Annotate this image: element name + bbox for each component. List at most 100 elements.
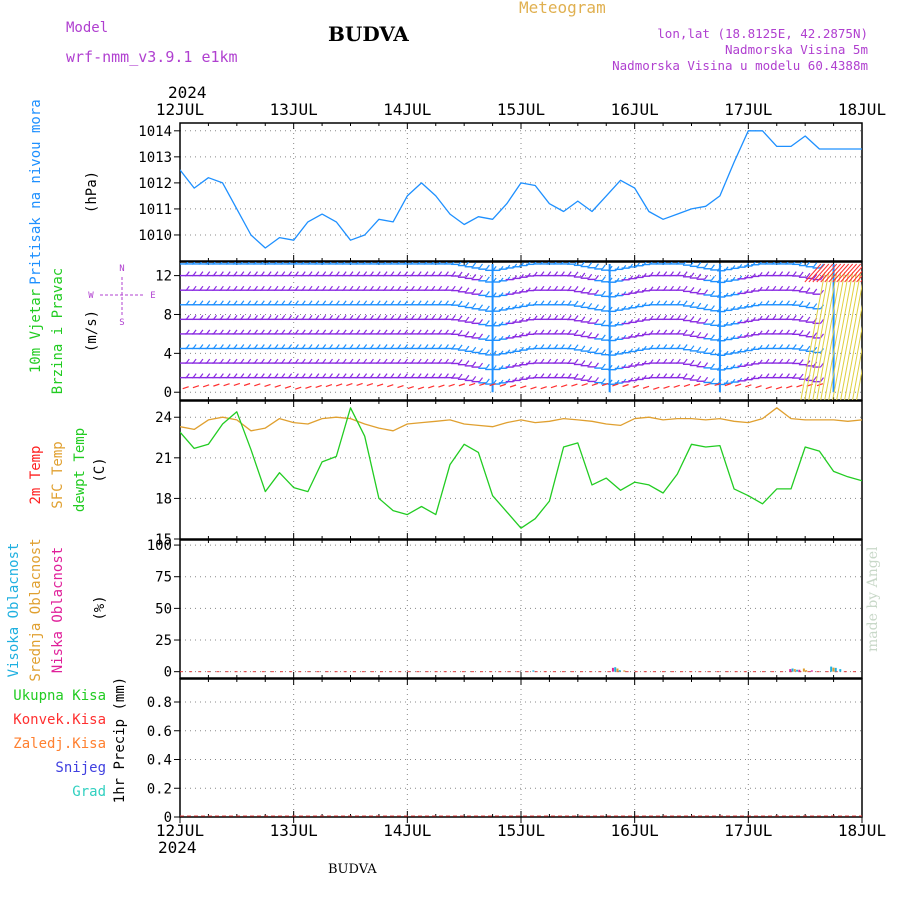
wind-barb-flag <box>479 362 484 368</box>
wind-barb-flag <box>465 302 470 307</box>
wind-barb-flag <box>458 286 463 291</box>
wind-barb-low <box>550 385 558 389</box>
wind-barb-flag <box>594 377 599 382</box>
panel-frame-clouds <box>179 539 863 679</box>
wind-barb-flag <box>581 301 586 307</box>
wind-barb-flag <box>451 285 456 291</box>
wind-barb-flag <box>704 289 709 295</box>
cloud-unit: (%) <box>92 595 108 620</box>
wind-barb-low <box>499 383 507 387</box>
wind-barb-low <box>663 385 670 389</box>
wind-barb-flag <box>594 318 599 324</box>
wind-barb-flag <box>813 332 818 338</box>
wind-barb-flag <box>567 285 572 291</box>
wind-barb-flag <box>581 262 586 266</box>
wind-barb-flag <box>594 275 599 280</box>
wind-barb-flag <box>799 329 804 335</box>
wind-hatch <box>820 271 846 400</box>
wind-barb-low <box>581 383 588 387</box>
wind-barb-flag <box>588 361 593 367</box>
wind-barb-flag <box>458 262 462 265</box>
wind-hatch <box>832 271 858 400</box>
wind-barb-flag <box>451 344 456 349</box>
wind-hatch-red <box>828 263 846 283</box>
wind-barb-flag <box>683 314 688 320</box>
wind-barb-flag <box>472 361 477 367</box>
wind-barb-flag <box>574 344 579 350</box>
wind-barb-flag <box>710 319 715 325</box>
wind-barb-low <box>704 382 711 387</box>
wind-barb-flag <box>574 315 579 320</box>
wind-barb-flag <box>690 359 695 365</box>
wind-barb-flag <box>704 318 709 324</box>
wind-barb-low <box>530 386 537 390</box>
wind-barb-flag <box>567 271 572 276</box>
ytick-label-clouds: 50 <box>155 601 172 617</box>
wind-barb-flag <box>683 358 688 364</box>
cloud-bar-visoka-oblacnost <box>532 670 535 672</box>
model-label: Model <box>66 20 109 36</box>
wind-barb-low <box>223 383 230 387</box>
pressure-ylabel: Pritisak na nivou mora <box>28 99 44 284</box>
wind-barb-flag <box>479 377 484 383</box>
wind-barb-flag <box>813 262 818 268</box>
wind-barb-flag <box>799 344 804 350</box>
precip-legend-1: Ukupna Kisa <box>13 688 106 704</box>
wind-barb-low <box>305 385 312 389</box>
wind-barb-flag <box>601 290 606 296</box>
wind-barb-flag <box>485 378 490 384</box>
wind-unit: (m/s) <box>84 310 100 352</box>
wind-barb-low <box>233 382 241 387</box>
wind-hatch <box>836 271 862 400</box>
wind-barb-flag <box>485 276 490 282</box>
wind-barb-low <box>397 385 404 389</box>
wind-barb-low <box>325 383 333 388</box>
wind-barb-flag <box>465 331 470 336</box>
wind-barb-flag <box>567 300 572 306</box>
wind-hatch <box>824 271 850 400</box>
wind-barb-flag <box>601 349 606 354</box>
ytick-label-temperature: 18 <box>155 491 172 507</box>
wind-barb-flag <box>806 272 811 278</box>
wind-barb-flag <box>588 262 593 267</box>
cloud-bar-srednja-oblacnost <box>832 667 835 672</box>
wind-barb-flag <box>792 344 797 349</box>
wind-barb-flag <box>799 359 804 364</box>
wind-barb-flag <box>813 274 818 279</box>
ytick-label-precip: 0 <box>164 810 172 826</box>
wind-barb-flag <box>710 334 715 340</box>
wind-barb-low <box>356 382 363 386</box>
wind-barb-flag <box>465 360 470 366</box>
wind-barb-low <box>274 384 281 388</box>
wind-barb-flag <box>792 314 797 320</box>
wind-barb-flag <box>458 373 463 379</box>
wind-barb-flag <box>581 345 586 351</box>
wind-barb-low <box>683 383 691 388</box>
wind-barb-flag <box>567 314 572 320</box>
wind-hatch-red <box>836 263 854 283</box>
temp-ylabel-2m: 2m Temp <box>28 445 44 504</box>
wind-barb-flag <box>792 285 797 291</box>
product-title: Meteogram <box>519 0 606 17</box>
wind-barb-flag <box>820 377 825 383</box>
wind-barb-flag <box>574 358 579 364</box>
model-elevation-text: Nadmorska Visina u modelu 60.4388m <box>612 58 868 73</box>
wind-barb-flag <box>799 286 804 291</box>
wind-hatch-red <box>840 263 858 283</box>
cloud-bar-srednja-oblacnost <box>623 670 626 672</box>
wind-barb-flag <box>690 330 695 336</box>
wind-barb-low <box>428 385 435 389</box>
wind-barb-low <box>693 383 701 387</box>
wind-barb-flag <box>472 288 477 294</box>
wind-barb-flag <box>806 287 811 293</box>
wind-barb-low <box>540 386 547 390</box>
cloud-bar-srednja-oblacnost <box>616 668 619 672</box>
panel-frame-pressure <box>179 122 863 262</box>
wind-barb-low <box>417 386 425 390</box>
wind-barb-flag <box>683 344 688 349</box>
wind-hatch-red <box>808 263 826 283</box>
wind-barb-flag <box>806 262 811 266</box>
wind-barb-flag <box>704 263 709 268</box>
wind-barb-flag <box>792 373 797 379</box>
